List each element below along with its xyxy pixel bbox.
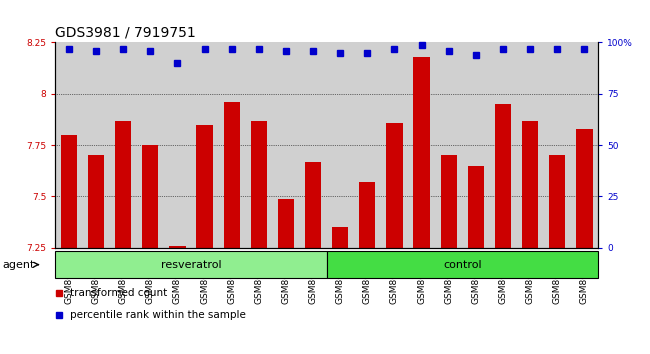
Bar bbox=[359, 182, 376, 248]
Text: resveratrol: resveratrol bbox=[161, 259, 221, 270]
Bar bbox=[441, 155, 457, 248]
Text: transformed count: transformed count bbox=[70, 288, 168, 298]
Bar bbox=[522, 120, 538, 248]
Text: control: control bbox=[443, 259, 482, 270]
Bar bbox=[386, 122, 402, 248]
Bar bbox=[142, 145, 159, 248]
Bar bbox=[251, 120, 267, 248]
Bar bbox=[332, 227, 348, 248]
Bar bbox=[224, 102, 240, 248]
Text: percentile rank within the sample: percentile rank within the sample bbox=[70, 309, 246, 320]
Bar bbox=[169, 246, 185, 248]
Bar bbox=[305, 161, 321, 248]
Bar bbox=[278, 199, 294, 248]
Bar bbox=[326, 251, 598, 278]
Bar bbox=[577, 129, 593, 248]
Bar bbox=[60, 135, 77, 248]
Bar bbox=[413, 57, 430, 248]
Bar bbox=[115, 120, 131, 248]
Bar bbox=[549, 155, 566, 248]
Text: GDS3981 / 7919751: GDS3981 / 7919751 bbox=[55, 26, 196, 40]
Bar bbox=[88, 155, 104, 248]
Text: agent: agent bbox=[3, 259, 38, 270]
Bar bbox=[196, 125, 213, 248]
Bar bbox=[468, 166, 484, 248]
Bar bbox=[495, 104, 511, 248]
Bar bbox=[55, 251, 326, 278]
